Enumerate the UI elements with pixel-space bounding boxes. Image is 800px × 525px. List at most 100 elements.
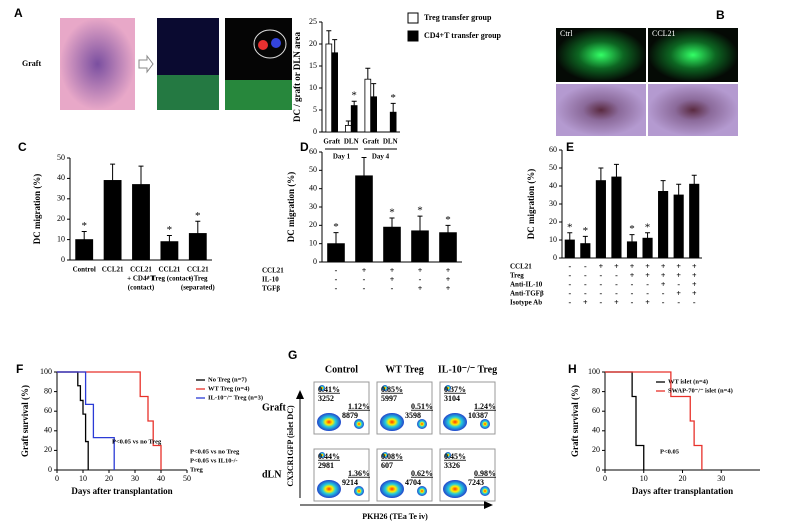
condition-name: TGFβ xyxy=(262,285,280,293)
bar xyxy=(642,237,653,259)
fluor-band xyxy=(157,75,219,110)
condition-sign: - xyxy=(568,298,571,307)
b-image xyxy=(556,84,646,136)
y-tick-label: 10 xyxy=(309,238,317,247)
error-bar xyxy=(598,167,604,181)
bar xyxy=(132,184,150,261)
x-tick-label: 20 xyxy=(105,474,113,483)
legend-label: WT islet (n=4) xyxy=(668,378,708,385)
condition-sign: - xyxy=(584,271,587,280)
panel-label: C xyxy=(18,140,27,154)
significance: * xyxy=(645,221,651,233)
y-tick-label: 30 xyxy=(549,199,557,208)
significance: * xyxy=(417,205,423,217)
g-column: IL-10⁻/⁻ Treg xyxy=(438,364,497,375)
error-bar xyxy=(138,165,144,185)
arrowhead xyxy=(484,501,493,509)
x-tick-label: DLN xyxy=(383,138,398,146)
significance: * xyxy=(389,207,395,219)
flow-blob xyxy=(382,452,388,458)
pct: 0.62% xyxy=(411,469,433,478)
group-label: Day 1 xyxy=(333,153,351,161)
legend-label: CD4+T transfer group xyxy=(424,31,502,40)
y-axis-label: Graft survival (%) xyxy=(20,385,30,457)
y-tick-label: 10 xyxy=(57,234,65,243)
x-tick-label: + Treg (contact) xyxy=(146,275,194,283)
condition-sign: + xyxy=(630,262,635,271)
error-bar xyxy=(361,157,367,176)
x-tick-label: DLN xyxy=(344,138,359,146)
condition-sign: + xyxy=(692,271,697,280)
y-tick-label: 10 xyxy=(309,83,317,92)
pct: 0.98% xyxy=(474,469,496,478)
y-tick-label: 10 xyxy=(549,235,557,244)
error-bar xyxy=(691,174,697,185)
y-tick-label: 60 xyxy=(309,147,317,156)
error-bar xyxy=(389,217,395,228)
pct: 0.44% xyxy=(318,452,340,461)
image-label: Graft xyxy=(22,59,41,68)
x-tick-label: 10 xyxy=(640,474,648,483)
error-bar xyxy=(332,39,338,53)
y-tick-label: 0 xyxy=(553,253,557,262)
condition-sign: + xyxy=(583,298,588,307)
flow-blob xyxy=(317,480,341,498)
bar xyxy=(383,226,401,263)
y-axis-label: DC migration (%) xyxy=(526,169,536,240)
x-tick-label: 30 xyxy=(717,474,725,483)
condition-sign: - xyxy=(631,280,634,289)
flow-blob xyxy=(317,413,341,431)
flow-blob xyxy=(319,452,325,458)
annotation: P<0.05 vs IL10-/- xyxy=(190,457,238,464)
condition-sign: + xyxy=(630,271,635,280)
bar xyxy=(355,175,373,263)
count: 7243 xyxy=(468,478,484,487)
bar xyxy=(658,190,669,259)
condition-sign: - xyxy=(568,280,571,289)
x-tick-label: 40 xyxy=(157,474,165,483)
condition-sign: + xyxy=(446,266,451,275)
y-axis-label: DC / graft or DLN area xyxy=(292,32,302,122)
bar xyxy=(325,43,333,133)
y-tick-label: 0 xyxy=(313,257,317,266)
condition-sign: + xyxy=(446,284,451,293)
legend-label: WT Treg (n=4) xyxy=(208,385,250,392)
y-tick-label: 20 xyxy=(309,39,317,48)
bar xyxy=(370,96,377,133)
y-axis-label: DC migration (%) xyxy=(286,172,296,243)
error-bar xyxy=(345,120,351,126)
error-bar xyxy=(326,30,332,44)
condition-sign: + xyxy=(676,271,681,280)
flow-blob xyxy=(480,486,490,496)
y-tick-label: 40 xyxy=(592,426,600,435)
annotation: P<0.05 vs no Treg xyxy=(112,438,162,445)
error-bar xyxy=(333,232,339,244)
count: 5997 xyxy=(381,394,397,403)
condition-sign: - xyxy=(568,262,571,271)
condition-sign: - xyxy=(693,298,696,307)
x-tick-label: 0 xyxy=(55,474,59,483)
flow-blob xyxy=(354,486,364,496)
b-image xyxy=(648,84,738,136)
x-tick-label: 0 xyxy=(603,474,607,483)
cell xyxy=(271,38,281,48)
pct: 0.51% xyxy=(411,402,433,411)
panel-label: G xyxy=(288,348,297,362)
bar xyxy=(327,243,345,263)
flow-blob xyxy=(443,413,467,431)
significance: * xyxy=(629,223,635,235)
y-tick-label: 60 xyxy=(549,145,557,154)
x-axis-label: Days after transplantation xyxy=(632,486,733,496)
condition-sign: - xyxy=(363,275,366,284)
he-image xyxy=(60,18,135,110)
significance: * xyxy=(195,210,201,222)
bar xyxy=(344,125,352,133)
error-bar xyxy=(365,67,371,80)
significance: * xyxy=(583,225,589,237)
flow-blob xyxy=(445,385,451,391)
significance: * xyxy=(390,92,396,104)
condition-sign: - xyxy=(584,289,587,298)
pct: 0.37% xyxy=(444,385,466,394)
flow-blob xyxy=(443,480,467,498)
legend-label: IL-10⁻/⁻ Treg (n=3) xyxy=(208,394,263,401)
